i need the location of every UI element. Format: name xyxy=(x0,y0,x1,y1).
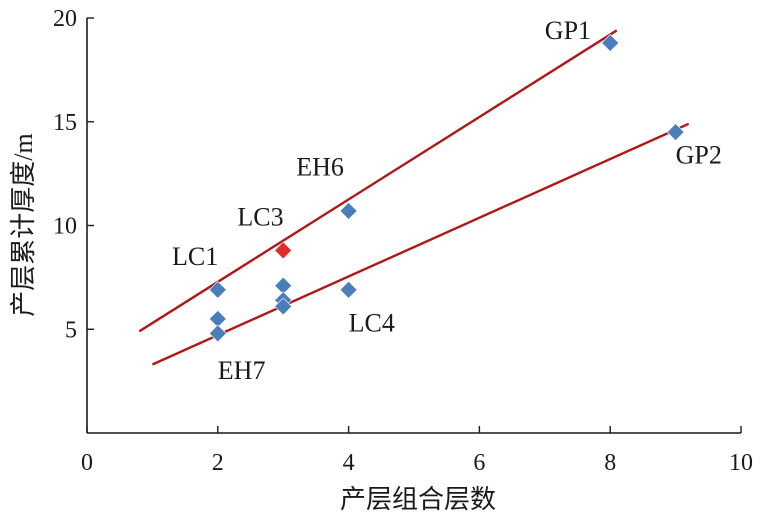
y-tick-label: 10 xyxy=(53,214,77,240)
data-point xyxy=(274,241,293,260)
tick-labels: 0 2 4 6 8 10 5 10 15 20 xyxy=(53,6,753,476)
data-point xyxy=(666,123,685,142)
point-label: GP1 xyxy=(545,16,591,45)
point-label: LC1 xyxy=(172,242,218,271)
data-point xyxy=(274,297,293,316)
point-label: GP2 xyxy=(676,140,722,169)
point-label: LC3 xyxy=(237,203,283,232)
x-tick-label: 6 xyxy=(473,450,485,476)
data-points xyxy=(208,33,685,343)
data-point xyxy=(601,33,620,52)
point-label: EH7 xyxy=(218,356,266,385)
data-point xyxy=(339,280,358,299)
data-point xyxy=(208,324,227,343)
x-axis-title: 产层组合层数 xyxy=(340,485,496,514)
x-tick-label: 0 xyxy=(81,450,93,476)
y-tick-label: 5 xyxy=(65,317,77,343)
x-tick-label: 10 xyxy=(729,450,753,476)
trend-line xyxy=(138,29,618,333)
x-tick-label: 2 xyxy=(212,450,224,476)
x-tick-label: 8 xyxy=(604,450,616,476)
x-tick-label: 4 xyxy=(343,450,355,476)
y-tick-label: 15 xyxy=(53,110,77,136)
data-point xyxy=(339,202,358,220)
point-label: LC4 xyxy=(349,308,395,337)
y-tick-label: 20 xyxy=(53,6,77,32)
y-axis-title: 产层累计厚度/m xyxy=(9,133,38,316)
axes xyxy=(86,17,742,434)
data-point xyxy=(208,280,227,299)
point-label: EH6 xyxy=(296,153,344,182)
trend-line xyxy=(151,122,690,366)
trendlines xyxy=(138,29,690,366)
point-labels: GP1 GP2 EH6 LC3 LC1 LC4 EH7 xyxy=(172,16,722,385)
